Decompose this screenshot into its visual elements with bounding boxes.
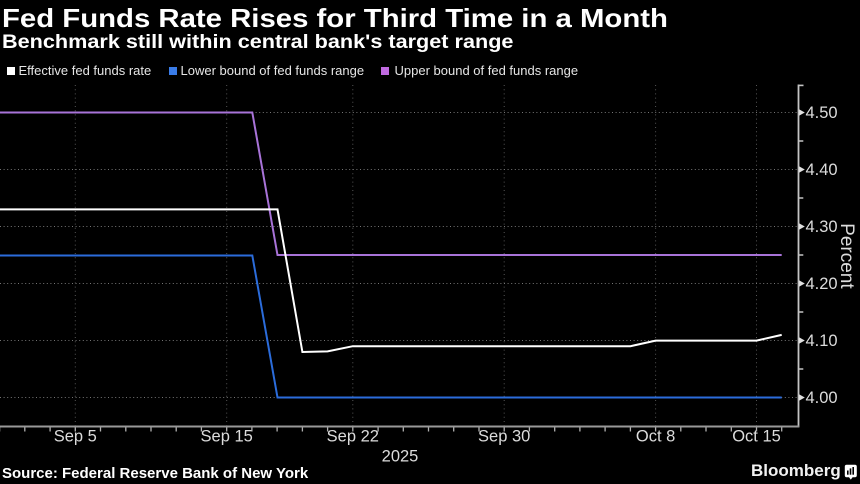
svg-text:2025: 2025	[382, 448, 419, 466]
svg-text:Sep 5: Sep 5	[54, 428, 97, 446]
svg-text:Sep 22: Sep 22	[327, 428, 379, 446]
svg-text:Oct 15: Oct 15	[732, 428, 781, 446]
svg-text:Sep 30: Sep 30	[478, 428, 530, 446]
svg-text:4.20: 4.20	[806, 275, 838, 293]
svg-text:4.50: 4.50	[806, 104, 838, 122]
svg-text:4.40: 4.40	[806, 161, 838, 179]
svg-text:Sep 15: Sep 15	[201, 428, 253, 446]
svg-text:Percent: Percent	[836, 223, 857, 289]
svg-text:4.00: 4.00	[806, 389, 838, 407]
svg-text:Oct 8: Oct 8	[636, 428, 675, 446]
svg-text:4.10: 4.10	[806, 332, 838, 350]
svg-text:4.30: 4.30	[806, 218, 838, 236]
